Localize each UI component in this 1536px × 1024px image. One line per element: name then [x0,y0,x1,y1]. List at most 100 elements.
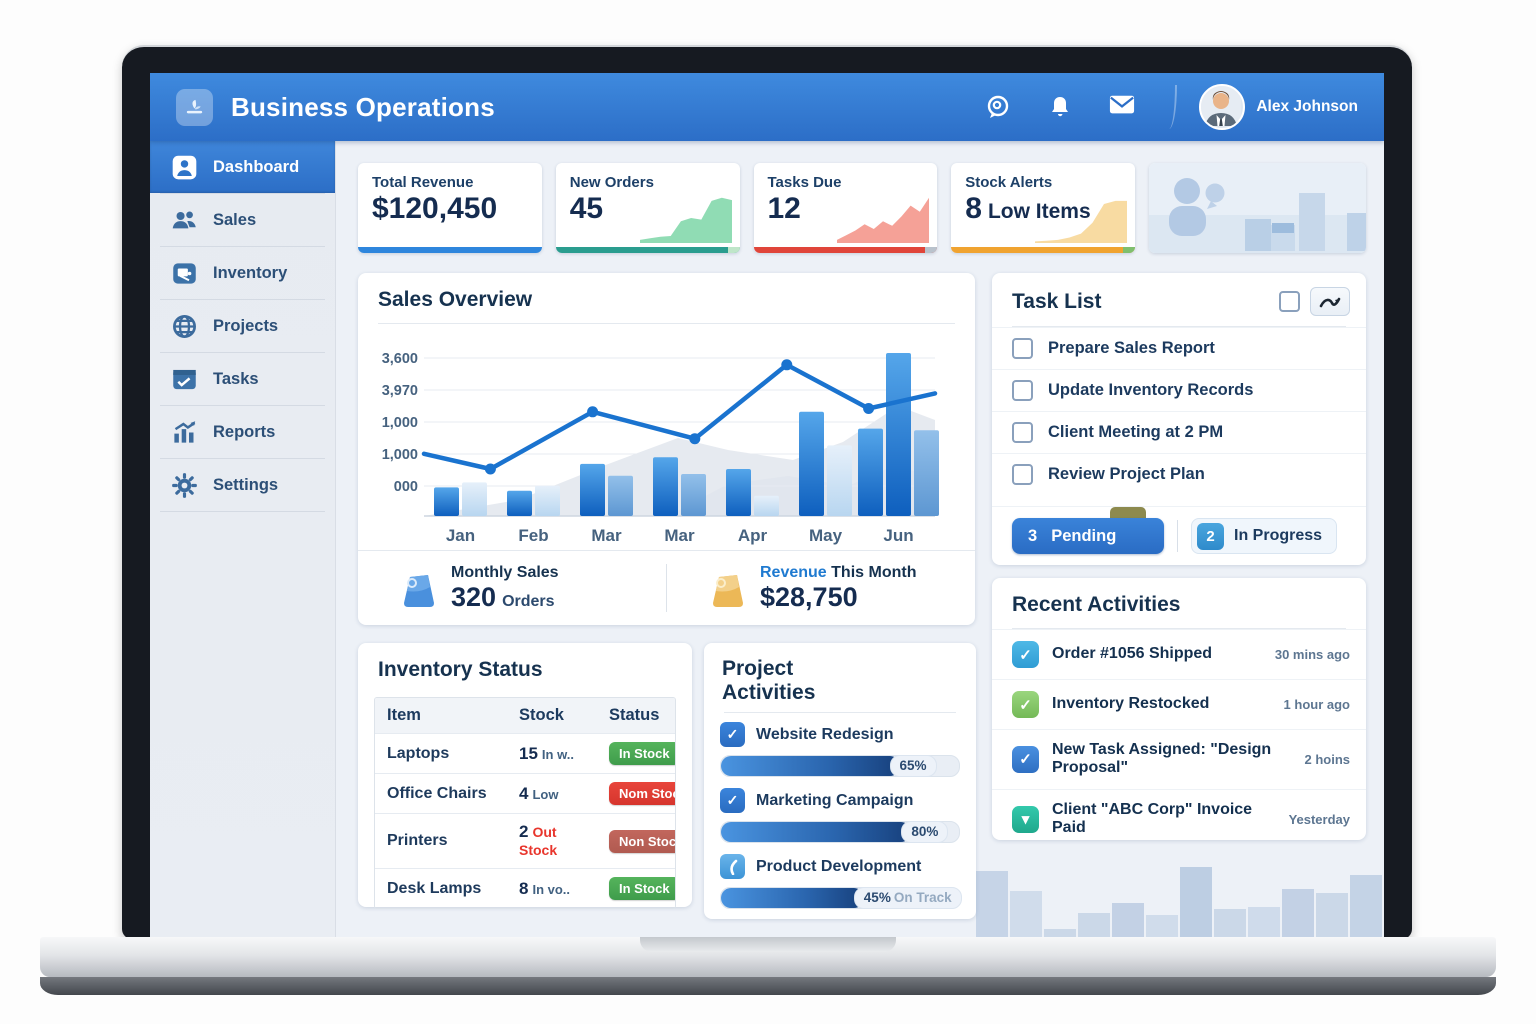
inventory-stock: 8 In vo.. [519,878,571,898]
chevron-down-icon: ▾ [1012,805,1039,833]
inventory-row: Desk Lamps 8 In vo.. In Stock [375,868,675,908]
task-list-card: Task List Prepare Sales Report Update Inv… [992,273,1366,565]
task-label: Review Project Plan [1048,465,1205,483]
inventory-status: In Stock [597,734,675,773]
edit-icon [1319,297,1341,307]
select-all-checkbox[interactable] [1279,291,1300,312]
edit-tasks-button[interactable] [1310,287,1350,316]
divider [160,405,325,406]
sidebar-item-projects[interactable]: Projects [150,300,335,352]
divider [160,511,325,512]
task-item[interactable]: Client Meeting at 2 PM [992,411,1366,453]
task-item[interactable]: Update Inventory Records [992,369,1366,411]
sidebar-item-sales[interactable]: Sales [150,194,335,246]
sidebar-item-settings[interactable]: Settings [150,459,335,511]
in-progress-count: 2 [1197,522,1224,550]
stat-label: Stock Alerts [965,174,1053,191]
stock-alerts-card[interactable]: Stock Alerts 8 Low Items [951,163,1135,253]
divider [160,246,325,247]
divider [160,352,325,353]
new-orders-card[interactable]: New Orders 45 [555,163,740,253]
sidebar-item-label: Settings [213,475,279,494]
team-illustration [1149,163,1366,253]
mail-icon[interactable] [1109,94,1135,120]
project-progress-bar: 65% [720,755,960,778]
monthly-sales-label: Monthly Sales [451,563,559,581]
search-icon[interactable] [985,94,1011,120]
app-window: Business Operations [150,73,1384,937]
project-item-header: Product Development [720,854,960,880]
decorative-bar-chart [976,845,1382,937]
project-name: Marketing Campaign [756,791,914,809]
svg-text:000: 000 [394,479,418,495]
sidebar-item-dashboard[interactable]: Dashboard [150,141,335,193]
reports-icon [171,419,198,446]
decorative-bar [1248,907,1280,937]
check-icon: ✓ [1012,641,1039,668]
accent-bar [951,247,1135,253]
folder-icon [1110,507,1146,519]
sales-overview-card: Sales Overview 3,600 3,970 1,000 1,000 000 Ja… [358,273,975,625]
orders-bag-icon [400,567,438,609]
main-content: Total Revenue $120,450 New Orders 45 Tasks D… [336,141,1384,937]
svg-text:Apr: Apr [738,526,768,545]
task-item[interactable]: Prepare Sales Report [992,327,1366,369]
task-checkbox[interactable] [1012,464,1033,485]
arc-icon[interactable] [720,854,745,880]
revenue-value: $28,750 [760,581,858,612]
divider [666,564,667,612]
sidebar-item-inventory[interactable]: Inventory [150,247,335,299]
sidebar-item-reports[interactable]: Reports [150,406,335,458]
check-icon[interactable]: ✓ [720,788,745,814]
monthly-sales-value: 320 [451,581,497,612]
projects-icon [171,313,198,340]
inventory-icon [171,260,198,287]
team-illustration-card [1149,163,1366,253]
total-revenue-card[interactable]: Total Revenue $120,450 [358,163,542,253]
activity-text: Order #1056 Shipped [1052,645,1213,663]
decorative-bar [976,871,1008,937]
stat-label: Tasks Due [767,174,842,191]
sales-summary: Monthly Sales 320 Orders [358,550,975,625]
task-list-title: Task List [1012,289,1102,313]
check-icon[interactable]: ✓ [720,722,745,748]
divider [160,458,325,459]
svg-text:Jun: Jun [883,526,913,545]
notifications-icon[interactable] [1047,94,1073,120]
task-item[interactable]: Review Project Plan [992,453,1366,495]
dashboard-icon [171,154,198,181]
svg-text:May: May [809,526,843,545]
svg-text:1,000: 1,000 [382,447,418,463]
recent-activities-list: ✓ Order #1056 Shipped 30 mins ago ✓ Inventor… [992,629,1366,849]
project-item-header: ✓ Website Redesign [720,722,960,748]
inventory-status-card: Inventory Status Item Stock Status Laptops 1… [358,643,692,909]
status-badge: Non Stock [609,829,675,853]
accent-bar-cap [925,247,938,253]
in-progress-label: In Progress [1234,527,1323,544]
task-checkbox[interactable] [1012,338,1033,359]
in-progress-filter-button[interactable]: 2 In Progress [1191,518,1338,554]
inventory-item-name: Desk Lamps [387,879,482,897]
task-label: Prepare Sales Report [1048,339,1215,357]
project-progress-value: 45% On Track [853,887,962,910]
task-list-items: Prepare Sales Report Update Inventory Rec… [992,327,1366,495]
accent-bar [555,247,740,253]
project-activities-card: Project Activities ✓ Website Redesign 65% ✓… [704,643,976,919]
task-label: Client Meeting at 2 PM [1048,423,1224,441]
inventory-column-header: Item [387,706,421,724]
sidebar-item-label: Reports [213,422,276,441]
sidebar-item-label: Sales [213,210,257,229]
pending-filter-button[interactable]: 3 Pending [1012,518,1164,554]
task-checkbox[interactable] [1012,380,1033,401]
tasks-due-card[interactable]: Tasks Due 12 [753,163,938,253]
task-checkbox[interactable] [1012,422,1033,443]
activity-item: ✓ Inventory Restocked 1 hour ago [992,679,1366,729]
activity-text: Inventory Restocked [1052,695,1210,713]
project-progress-bar: 45% On Track [720,887,962,910]
inventory-status-title: Inventory Status [378,658,543,681]
avatar[interactable] [1199,84,1246,130]
sidebar-item-tasks[interactable]: Tasks [150,353,335,405]
divider [1177,520,1178,552]
stat-unit: Low Items [987,200,1091,223]
